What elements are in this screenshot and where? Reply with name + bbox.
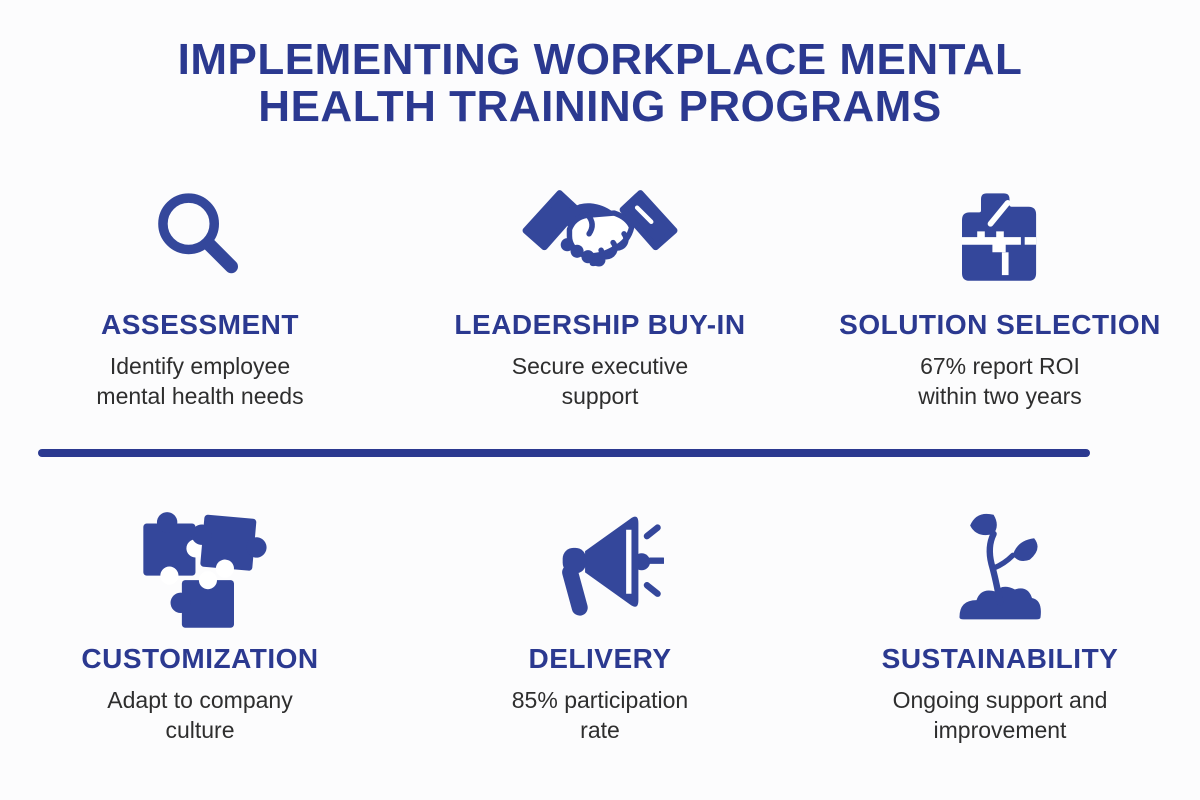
sprout-icon [959, 513, 1041, 620]
description-line: Identify employee [109, 353, 291, 379]
section-heading: SUSTAINABILITY [881, 643, 1119, 674]
page-title: IMPLEMENTING WORKPLACE MENTAL HEALTH TRA… [0, 36, 1200, 130]
toolbox-icon [962, 193, 1037, 281]
magnifier-icon [158, 193, 238, 274]
section-heading: LEADERSHIP BUY-IN [454, 309, 746, 340]
customization-icon-area [132, 482, 268, 630]
description-line: 85% participation [511, 687, 689, 713]
section-description: Ongoing support and improvement [893, 685, 1108, 745]
description-line: within two years [918, 383, 1082, 409]
section-heading: DELIVERY [528, 643, 672, 674]
row-bottom: CUSTOMIZATION Adapt to company culture [0, 482, 1200, 745]
section-assessment: ASSESSMENT Identify employee mental heal… [0, 168, 400, 411]
section-heading: SOLUTION SELECTION [839, 309, 1161, 340]
description-line: mental health needs [96, 383, 304, 409]
assessment-icon-area [143, 168, 257, 296]
description-line: 67% report ROI [920, 353, 1080, 379]
description-line: improvement [933, 717, 1067, 743]
section-description: 85% participation rate [512, 685, 688, 745]
sustainability-icon-area [936, 482, 1064, 630]
description-line: rate [580, 717, 620, 743]
section-solution-selection: SOLUTION SELECTION 67% report ROI within… [800, 168, 1200, 411]
section-heading: CUSTOMIZATION [81, 643, 319, 674]
megaphone-icon [562, 516, 664, 616]
section-divider [38, 449, 1090, 457]
section-customization: CUSTOMIZATION Adapt to company culture [0, 482, 400, 745]
leadership-icon-area [518, 168, 682, 296]
section-leadership-buy-in: LEADERSHIP BUY-IN Secure executive suppo… [400, 168, 800, 411]
handshake-icon [522, 190, 678, 267]
puzzle-pieces-icon [143, 512, 267, 628]
section-description: Secure executive support [512, 351, 688, 411]
description-line: Adapt to company [107, 687, 293, 713]
description-line: Secure executive [511, 353, 689, 379]
section-description: Identify employee mental health needs [96, 351, 303, 411]
section-delivery: DELIVERY 85% participation rate [400, 482, 800, 745]
description-line: culture [165, 717, 235, 743]
section-description: 67% report ROI within two years [918, 351, 1082, 411]
page-title-line2: HEALTH TRAINING PROGRAMS [258, 82, 942, 131]
section-description: Adapt to company culture [107, 685, 292, 745]
description-line: Ongoing support and [892, 687, 1108, 713]
row-top: ASSESSMENT Identify employee mental heal… [0, 168, 1200, 411]
page-title-line1: IMPLEMENTING WORKPLACE MENTAL [177, 35, 1023, 84]
solution-icon-area [943, 168, 1057, 296]
section-sustainability: SUSTAINABILITY Ongoing support and impro… [800, 482, 1200, 745]
description-line: support [561, 383, 639, 409]
section-heading: ASSESSMENT [101, 309, 299, 340]
delivery-icon-area [536, 482, 664, 630]
